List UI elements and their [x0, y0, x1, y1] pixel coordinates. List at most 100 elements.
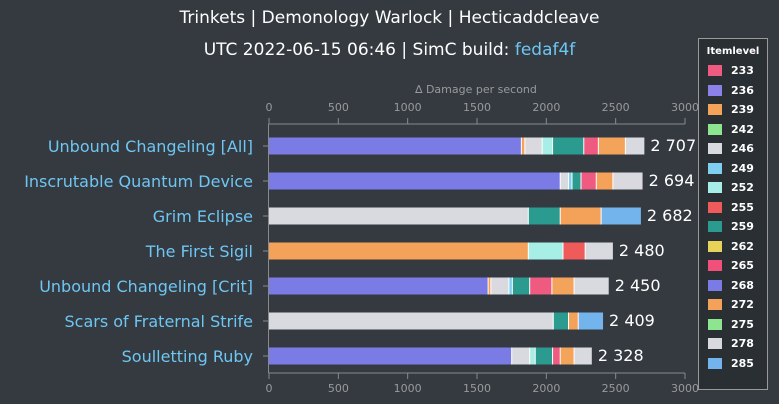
bar-segment-268: [269, 172, 561, 190]
legend-label: 262: [731, 239, 754, 253]
legend-item-268[interactable]: 268: [699, 276, 767, 296]
bar-segment-233: [529, 277, 552, 295]
category-label: Soulletting Ruby: [122, 347, 253, 366]
x-tick-label-bottom: 1500: [463, 382, 491, 395]
x-tick-label-bottom: 2500: [602, 382, 630, 395]
bar-segment-252: [528, 242, 563, 260]
chart-title: Trinkets | Demonology Warlock | Hecticad…: [179, 8, 600, 28]
bar-total-label: 2 707: [650, 136, 696, 155]
legend-swatch: [708, 104, 722, 116]
bar-segment-285: [578, 312, 604, 330]
bar-segment-278: [524, 137, 543, 155]
legend-swatch: [708, 338, 722, 350]
x-tick-label-top: 3000: [671, 101, 699, 114]
legend-label: 268: [731, 278, 754, 292]
legend-label: 272: [731, 298, 754, 312]
legend-swatch: [708, 240, 722, 252]
legend-swatch: [708, 260, 722, 272]
bar-total-label: 2 682: [647, 206, 693, 225]
legend-item-275[interactable]: 275: [699, 315, 767, 335]
bar-total-label: 2 450: [615, 276, 661, 295]
x-tick-label-top: 500: [328, 101, 349, 114]
legend-label: 285: [731, 356, 754, 370]
bar-segment-272: [269, 242, 529, 260]
bar-segment-239: [551, 277, 575, 295]
bar-segment-246: [269, 312, 554, 330]
bar-segment-259: [512, 277, 530, 295]
bar-segment-246: [625, 137, 645, 155]
legend-swatch: [708, 299, 722, 311]
legend-swatch: [708, 162, 722, 174]
bar-segment-246: [574, 277, 609, 295]
legend-label: 278: [731, 337, 754, 351]
category-label: Unbound Changeling [All]: [48, 137, 253, 156]
bar-segment-268: [269, 137, 522, 155]
legend-swatch: [708, 182, 722, 194]
legend-swatch: [708, 65, 722, 77]
category-label: Scars of Fraternal Strife: [64, 312, 253, 331]
x-tick-label-top: 1000: [394, 101, 422, 114]
legend-swatch: [708, 143, 722, 155]
bar-segment-233: [581, 172, 597, 190]
category-label: Inscrutable Quantum Device: [24, 172, 253, 191]
bar-segment-246: [560, 172, 569, 190]
legend-item-233[interactable]: 233: [699, 61, 767, 81]
bar-segment-246: [585, 242, 613, 260]
legend-swatch: [708, 279, 722, 291]
bar-segment-246: [269, 207, 529, 225]
legend-label: 239: [731, 103, 754, 117]
bar-segment-268: [269, 277, 489, 295]
bar-segment-252: [542, 137, 553, 155]
bar-segment-239: [598, 137, 626, 155]
legend-item-249[interactable]: 249: [699, 159, 767, 179]
legend-swatch: [708, 357, 722, 369]
legend-item-262[interactable]: 262: [699, 237, 767, 257]
x-tick-label-bottom: 1000: [394, 382, 422, 395]
bar-total-label: 2 480: [619, 241, 665, 260]
bar-segment-249: [568, 172, 572, 190]
legend-item-259[interactable]: 259: [699, 217, 767, 237]
bar-segment-255: [562, 242, 586, 260]
build-link[interactable]: fedaf4f: [514, 40, 576, 60]
bar-segment-259: [552, 137, 584, 155]
legend-item-252[interactable]: 252: [699, 178, 767, 198]
x-tick-label-bottom: 500: [328, 382, 349, 395]
x-axis-label: ∆ Damage per second: [414, 83, 537, 96]
x-tick-label-top: 2000: [532, 101, 560, 114]
bar-segment-259: [553, 312, 569, 330]
bar-segment-259: [528, 207, 561, 225]
x-tick-label-bottom: 0: [266, 382, 273, 395]
legend: Itemlevel 233 236 239 242 246 249 252 255 259 262…: [698, 38, 768, 390]
category-label: Grim Eclipse: [153, 207, 253, 226]
bar-segment-259: [535, 347, 553, 365]
legend-item-278[interactable]: 278: [699, 334, 767, 354]
legend-label: 255: [731, 200, 754, 214]
bar-total-label: 2 694: [649, 171, 695, 190]
bar-segment-272: [568, 312, 579, 330]
legend-item-246[interactable]: 246: [699, 139, 767, 159]
legend-item-265[interactable]: 265: [699, 256, 767, 276]
legend-label: 242: [731, 122, 754, 136]
category-label: Unbound Changeling [Crit]: [39, 277, 253, 296]
legend-swatch: [708, 84, 722, 96]
chart-subtitle: UTC 2022-06-15 06:46 | SimC build: fedaf…: [0, 40, 779, 60]
legend-item-239[interactable]: 239: [699, 100, 767, 120]
legend-label: 265: [731, 259, 754, 273]
legend-item-255[interactable]: 255: [699, 198, 767, 218]
bar-segment-272: [521, 137, 525, 155]
category-label: The First Sigil: [145, 242, 253, 261]
bar-segment-272: [596, 172, 613, 190]
x-tick-label-bottom: 2000: [532, 382, 560, 395]
legend-item-285[interactable]: 285: [699, 354, 767, 374]
legend-item-236[interactable]: 236: [699, 81, 767, 101]
legend-label: 233: [731, 64, 754, 78]
bar-segment-239: [560, 347, 575, 365]
legend-swatch: [708, 221, 722, 233]
bar-segment-268: [269, 347, 512, 365]
legend-item-272[interactable]: 272: [699, 295, 767, 315]
x-tick-label-top: 2500: [602, 101, 630, 114]
x-tick-label-top: 0: [266, 101, 273, 114]
legend-swatch: [708, 123, 722, 135]
bar-segment-285: [601, 207, 641, 225]
legend-item-242[interactable]: 242: [699, 120, 767, 140]
